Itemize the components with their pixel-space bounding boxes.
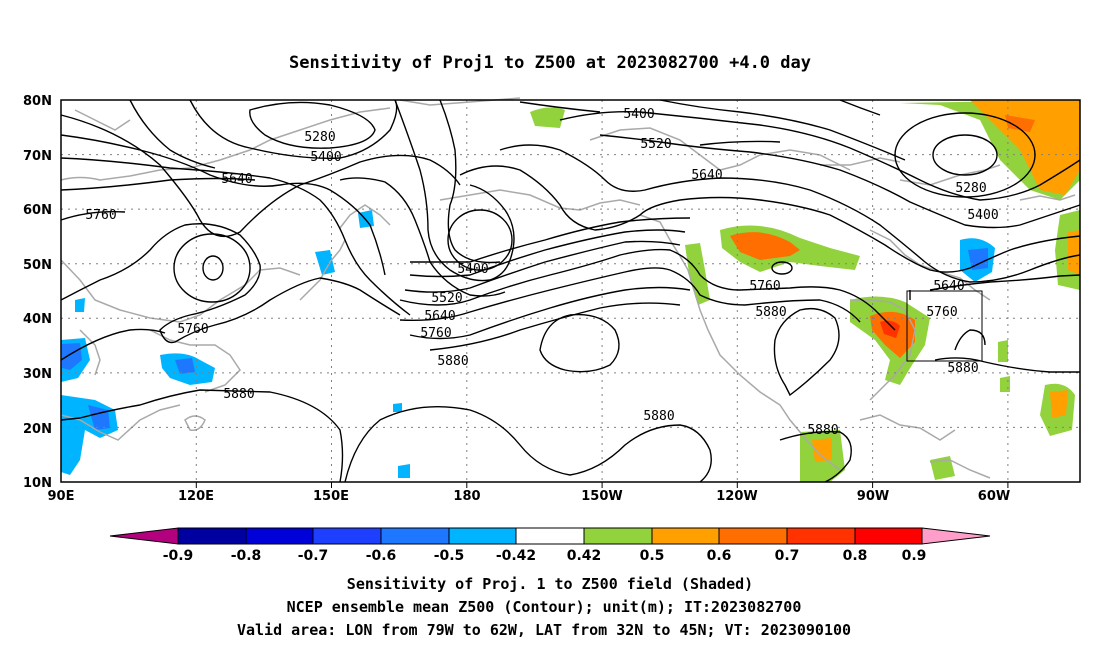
- contour-label: 5880: [755, 305, 786, 320]
- colorbar-segment: [651, 527, 720, 545]
- caption-line-2: NCEP ensemble mean Z500 (Contour); unit(…: [287, 598, 802, 616]
- contour-label: 5760: [177, 322, 208, 337]
- contour-label: 5880: [807, 423, 838, 438]
- lon-label: 60W: [978, 489, 1010, 504]
- contour-label: 5760: [85, 208, 116, 223]
- longitude-labels: 90E 120E 150E 180 150W 120W 90W 60W: [48, 489, 1011, 504]
- lon-label: 150E: [313, 489, 349, 504]
- colorbar-label: -0.6: [366, 548, 397, 564]
- contour-label: 5760: [420, 326, 451, 341]
- colorbar-segment: [718, 527, 788, 545]
- contour-label: 5760: [926, 305, 957, 320]
- lon-label: 120W: [716, 489, 757, 504]
- lat-label: 50N: [23, 258, 52, 273]
- contour-label: 5640: [691, 168, 722, 183]
- colorbar-label: -0.7: [298, 548, 329, 564]
- contour-label: 5400: [967, 208, 998, 223]
- contour-label: 5880: [223, 387, 254, 402]
- sensitivity-positive-shading: [530, 100, 1080, 482]
- colorbar-segment: [515, 527, 585, 545]
- caption-line-3: Valid area: LON from 79W to 62W, LAT fro…: [237, 621, 851, 639]
- colorbar-label: -0.5: [434, 548, 465, 564]
- lat-label: 20N: [23, 422, 52, 437]
- contour-label: 5640: [424, 309, 455, 324]
- colorbar-segment: [177, 527, 247, 545]
- colorbar-segment: [380, 527, 450, 545]
- lat-label: 10N: [23, 476, 52, 491]
- lat-label: 40N: [23, 312, 52, 327]
- colorbar-segment: [786, 527, 856, 545]
- colorbar-labels: -0.9 -0.8 -0.7 -0.6 -0.5 -0.42 0.42 0.5 …: [163, 548, 927, 564]
- colorbar-label: 0.9: [902, 548, 927, 564]
- colorbar-label: -0.42: [496, 548, 536, 564]
- colorbar: [109, 527, 991, 545]
- contour-label: 5400: [457, 262, 488, 277]
- colorbar-label: -0.9: [163, 548, 194, 564]
- contour-label: 5520: [431, 291, 462, 306]
- contour-label: 5880: [437, 354, 468, 369]
- valid-area-box: [906, 290, 983, 362]
- contour-label: 5520: [640, 137, 671, 152]
- contour-label: 5400: [623, 107, 654, 122]
- sensitivity-negative-shading: [61, 210, 995, 478]
- colorbar-label: 0.8: [843, 548, 868, 564]
- contour-label: 5640: [221, 172, 252, 187]
- colorbar-label: 0.42: [567, 548, 602, 564]
- colorbar-segment: [448, 527, 517, 545]
- figure-title: Sensitivity of Proj1 to Z500 at 20230827…: [289, 53, 811, 73]
- contour-label: 5640: [933, 279, 964, 294]
- coastlines: [60, 97, 1076, 479]
- colorbar-segment: [109, 527, 179, 545]
- colorbar-segment: [312, 527, 382, 545]
- colorbar-segment: [583, 527, 653, 545]
- colorbar-label: 0.7: [775, 548, 800, 564]
- colorbar-label: 0.5: [640, 548, 665, 564]
- lon-label: 90E: [48, 489, 75, 504]
- caption-line-1: Sensitivity of Proj. 1 to Z500 field (Sh…: [347, 575, 753, 593]
- contour-label: 5280: [955, 181, 986, 196]
- lon-label: 90W: [857, 489, 889, 504]
- latitude-labels: 80N 70N 60N 50N 40N 30N 20N 10N: [23, 94, 52, 491]
- gridlines: [61, 100, 1080, 482]
- z500-contours: [60, 99, 1081, 483]
- contour-label: 5880: [947, 361, 978, 376]
- lon-label: 150W: [581, 489, 622, 504]
- colorbar-label: 0.6: [707, 548, 732, 564]
- lon-label: 180: [453, 489, 480, 504]
- colorbar-segment: [245, 527, 314, 545]
- lat-label: 30N: [23, 367, 52, 382]
- contour-label: 5760: [749, 279, 780, 294]
- contour-label: 5280: [304, 130, 335, 145]
- lon-label: 120E: [178, 489, 214, 504]
- contour-label: 5400: [310, 150, 341, 165]
- colorbar-label: -0.8: [231, 548, 262, 564]
- map-frame: [60, 99, 1081, 483]
- colorbar-segment: [921, 527, 991, 545]
- lat-label: 60N: [23, 203, 52, 218]
- lat-label: 70N: [23, 149, 52, 164]
- colorbar-segment: [854, 527, 923, 545]
- longitude-ticks: [195, 482, 1009, 488]
- contour-labels: 5280 5400 5640 5760 5520 5400 5640 5280 …: [85, 107, 998, 438]
- contour-label: 5880: [643, 409, 674, 424]
- lat-label: 80N: [23, 94, 52, 109]
